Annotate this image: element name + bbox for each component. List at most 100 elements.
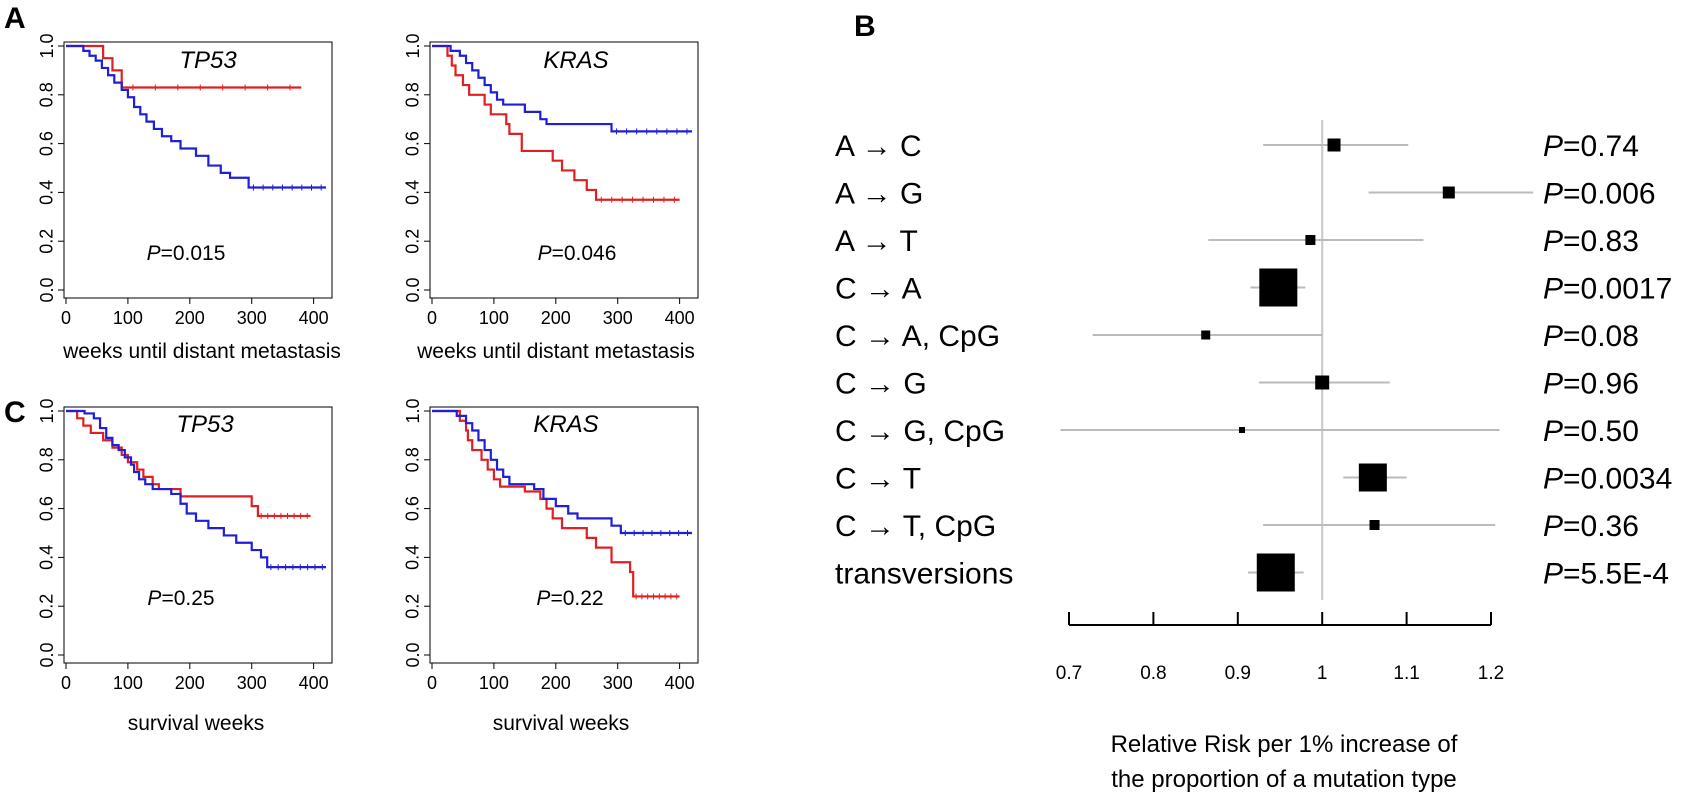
estimate-marker: [1358, 463, 1387, 492]
p-value: =0.96: [1563, 368, 1639, 401]
y-tick-label: 0.8: [37, 82, 57, 107]
x-tick-label: 300: [237, 673, 267, 693]
gene-title: TP53: [176, 411, 234, 438]
y-tick-label: 0.2: [403, 594, 423, 619]
p-value: =0.36: [1563, 510, 1639, 543]
y-tick-label: 0.2: [37, 229, 57, 254]
x-tick-label: 100: [479, 308, 509, 328]
p-value-label: P=0.36: [1543, 510, 1639, 543]
y-tick-label: 1.0: [37, 33, 57, 58]
survival-curve-blue: [66, 409, 326, 569]
km-plot-tp53-survival: 0 100 200 300 400 0.0 0.2 0.4 0.6 0.8 1.0 TP53 P=0.2…: [37, 398, 333, 735]
x-tick-label: 200: [541, 673, 571, 693]
p-symbol: P: [538, 242, 552, 265]
p-value: =0.83: [1563, 225, 1639, 258]
mutation-type-label: C → A, CpG: [835, 320, 1000, 353]
mutation-type-label: C → A: [835, 273, 922, 306]
y-tick-label: 0.2: [403, 229, 423, 254]
y-tick-label: 0.0: [37, 277, 57, 302]
survival-curve-blue: [66, 44, 326, 189]
p-symbol: P: [1543, 415, 1563, 448]
y-tick-label: 0.4: [403, 545, 423, 570]
y-tick-label: 0.6: [403, 131, 423, 156]
estimate-marker: [1369, 520, 1380, 530]
p-value-label: P=0.046: [538, 242, 617, 265]
p-symbol: P: [1543, 273, 1563, 306]
p-value-label: P=0.0034: [1543, 463, 1672, 496]
p-symbol: P: [1543, 368, 1563, 401]
p-value: =0.22: [550, 587, 603, 610]
estimate-marker: [1442, 186, 1455, 199]
y-tick-label: 0.6: [403, 496, 423, 521]
p-value: =0.015: [161, 242, 226, 265]
y-tick-label: 1.0: [403, 398, 423, 423]
p-value: =0.006: [1563, 178, 1656, 211]
y-tick-label: 0.0: [403, 642, 423, 667]
mutation-type-label: C → T: [835, 463, 921, 496]
survival-curve-blue: [432, 44, 692, 133]
survival-curve-red: [432, 44, 680, 201]
estimate-marker: [1256, 553, 1295, 592]
x-tick-label: 200: [175, 673, 205, 693]
p-value: =5.5E-4: [1563, 558, 1669, 591]
p-value: =0.0017: [1563, 273, 1672, 306]
mutation-type-label: A → C: [835, 130, 922, 163]
p-value-label: P=0.22: [536, 587, 603, 610]
y-tick-label: 0.8: [403, 447, 423, 472]
km-plot-kras-metastasis: 0 100 200 300 400 0.0 0.2 0.4 0.6 0.8 1.0 KRAS P=0.0…: [403, 33, 699, 363]
p-value: =0.25: [161, 587, 214, 610]
estimate-marker: [1315, 375, 1330, 390]
y-tick-label: 0.6: [37, 496, 57, 521]
x-tick-label: 1: [1317, 663, 1328, 684]
x-tick-label: 400: [665, 673, 695, 693]
y-tick-label: 0.8: [403, 82, 423, 107]
p-symbol: P: [1543, 463, 1563, 496]
gene-title: TP53: [179, 47, 237, 74]
survival-curve-red: [432, 409, 680, 598]
p-value-label: P=0.006: [1543, 178, 1656, 211]
x-tick-label: 1.1: [1393, 663, 1419, 684]
y-tick-label: 0.4: [37, 180, 57, 205]
panel-label-b: B: [854, 10, 876, 43]
survival-curve-blue: [432, 409, 692, 535]
estimate-marker: [1201, 330, 1211, 340]
y-tick-label: 0.8: [37, 447, 57, 472]
x-tick-label: 300: [603, 673, 633, 693]
plot-frame: [429, 41, 699, 299]
p-value-label: P=0.83: [1543, 225, 1639, 258]
x-tick-label: 0: [61, 308, 71, 328]
x-tick-label: 0: [427, 308, 437, 328]
p-value-label: P=0.96: [1543, 368, 1639, 401]
mutation-type-label: C → G, CpG: [835, 415, 1005, 448]
p-value-label: P=0.50: [1543, 415, 1639, 448]
p-symbol: P: [1543, 178, 1563, 211]
km-plot-kras-survival: 0 100 200 300 400 0.0 0.2 0.4 0.6 0.8 1.0 KRAS P=0.2…: [403, 398, 699, 735]
x-axis-label: weeks until distant metastasis: [416, 340, 695, 363]
gene-title: KRAS: [533, 411, 598, 438]
p-symbol: P: [1543, 225, 1563, 258]
p-value-label: P=0.25: [147, 587, 214, 610]
mutation-type-label: A → G: [835, 178, 923, 211]
km-plot-tp53-metastasis: 0 100 200 300 400 0.0 0.2 0.4 0.6 0.8 1.0 TP53 P=0.0…: [37, 33, 341, 363]
survival-curve-red: [66, 409, 311, 518]
x-tick-label: 0: [61, 673, 71, 693]
mutation-type-label: transversions: [835, 558, 1013, 591]
p-symbol: P: [147, 587, 161, 610]
gene-title: KRAS: [543, 47, 608, 74]
x-tick-label: 0: [427, 673, 437, 693]
x-axis-label: weeks until distant metastasis: [62, 340, 341, 363]
x-tick-label: 1.2: [1478, 663, 1504, 684]
p-symbol: P: [1543, 130, 1563, 163]
x-axis-label: survival weeks: [493, 712, 630, 735]
y-tick-label: 0.4: [403, 180, 423, 205]
p-value: =0.08: [1563, 320, 1639, 353]
p-value-label: P=5.5E-4: [1543, 558, 1669, 591]
estimate-marker: [1239, 427, 1246, 433]
x-axis-label-line2: the proportion of a mutation type: [1111, 766, 1457, 793]
y-tick-label: 0.6: [37, 131, 57, 156]
p-symbol: P: [1543, 510, 1563, 543]
x-tick-label: 300: [603, 308, 633, 328]
plot-frame: [63, 406, 333, 664]
x-tick-label: 200: [541, 308, 571, 328]
